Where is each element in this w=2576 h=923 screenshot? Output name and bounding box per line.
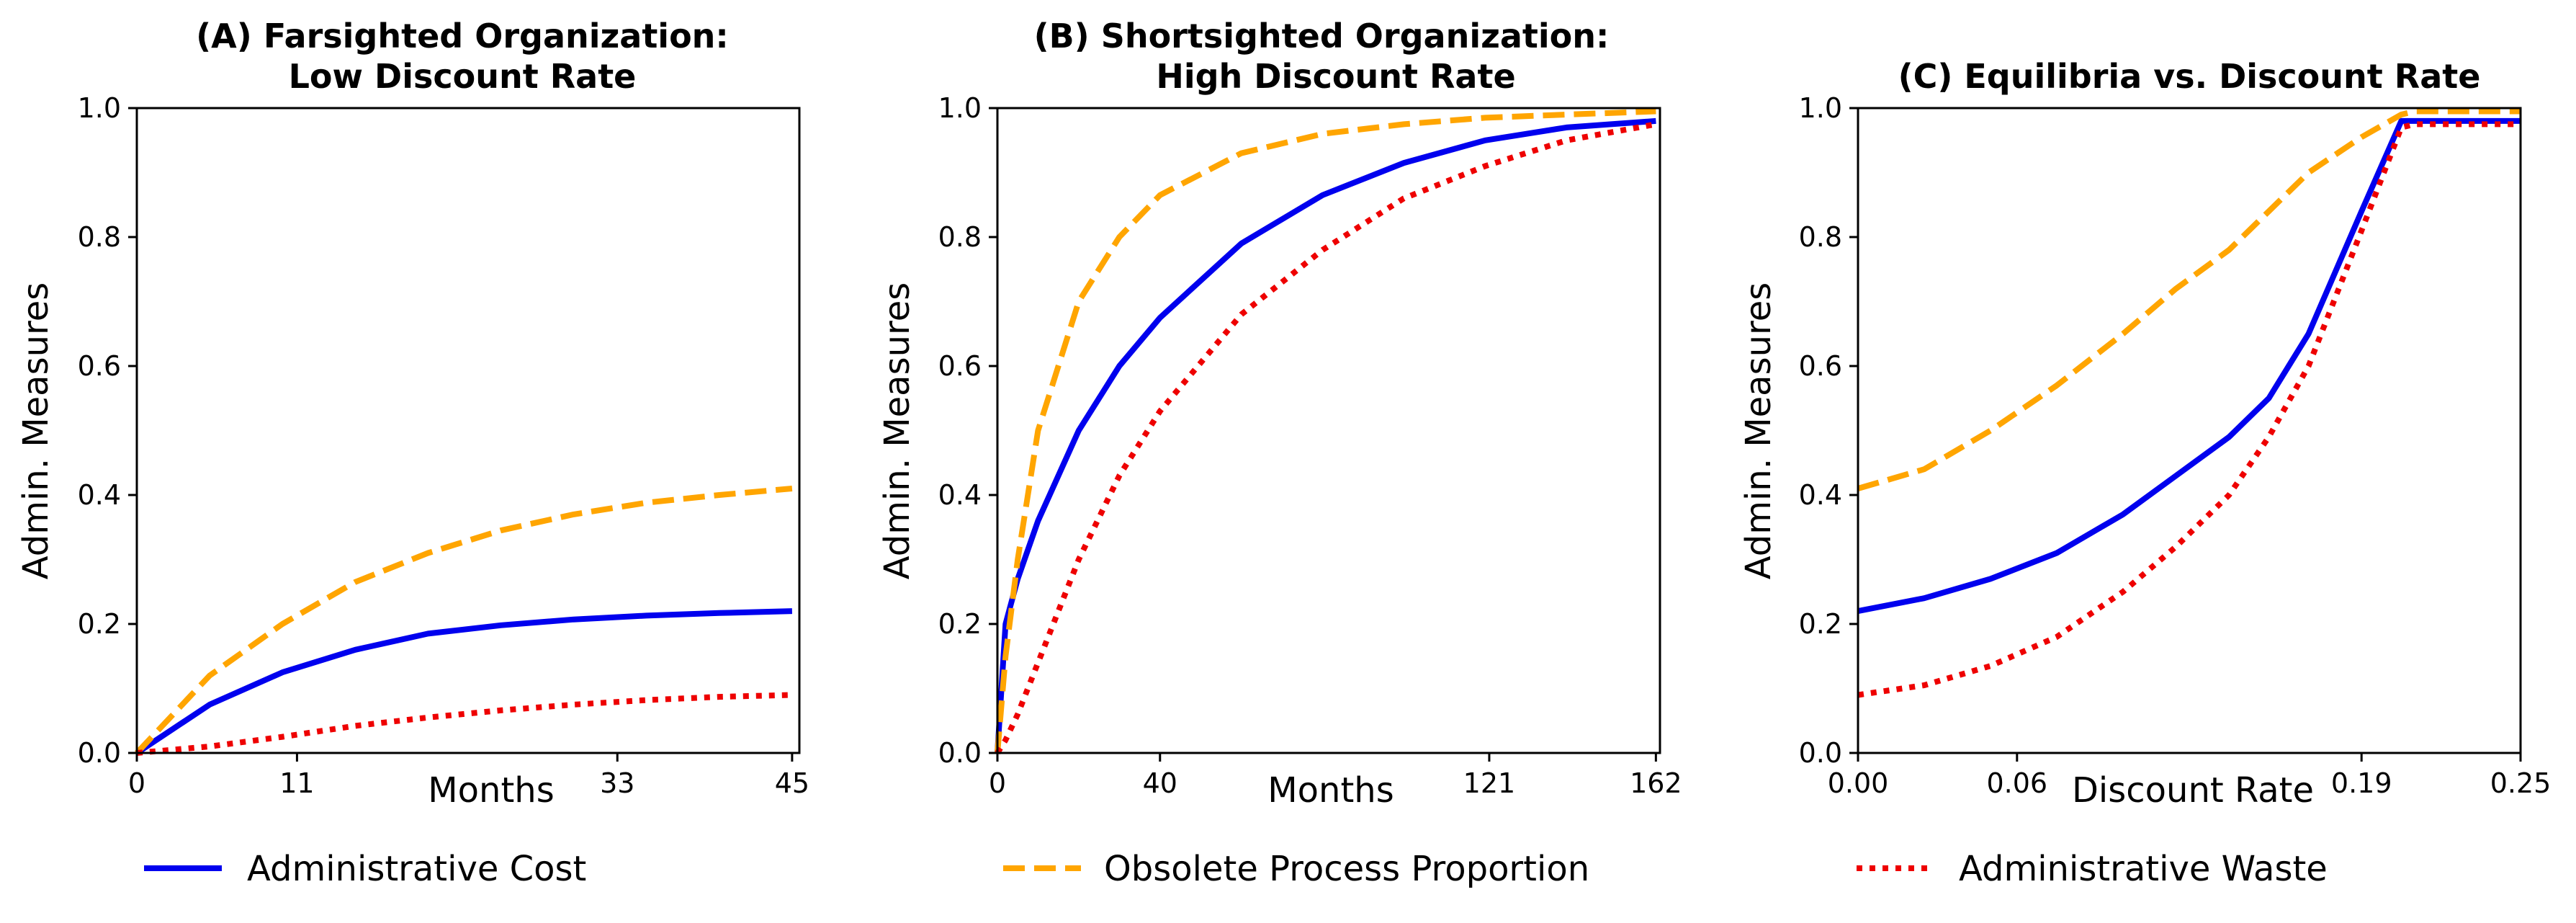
panel-a-x-axis-label: Months — [428, 770, 554, 811]
panel-b-x-tick-label: 40 — [1143, 767, 1177, 799]
panel-b-cost-line — [995, 117, 1656, 754]
panel-c-y-tick-label: 0.0 — [1799, 737, 1842, 769]
panel-c: (C) Equilibria vs. Discount Rate Discoun… — [1738, 57, 2551, 811]
panel-c-waste-line — [1857, 121, 2521, 698]
panel-c-y-tick-label: 0.2 — [1799, 608, 1842, 640]
panel-c-plot-area: 0.0 0.2 0.4 0.6 0.8 1.0 0.00 0.06 0.19 0.25 — [1799, 92, 2552, 799]
panel-b-y-tick-label: 0.4 — [938, 479, 982, 511]
legend-cost-label: Administrative Cost — [247, 849, 586, 889]
panel-c-x-tick-label: 0.00 — [1828, 767, 1889, 799]
panel-b-x-axis-label: Months — [1267, 770, 1394, 811]
legend-obsolete: Obsolete Process Proportion — [1003, 849, 1589, 889]
panel-b-y-tick-label: 0.0 — [938, 737, 982, 769]
panel-a-y-tick-label: 0.2 — [78, 608, 121, 640]
panel-a-y-axis-label: Admin. Measures — [16, 282, 56, 580]
panel-a-plot-area: 0.0 0.2 0.4 0.6 0.8 1.0 0 11 33 45 — [78, 92, 810, 799]
panel-c-y-tick-label: 0.6 — [1799, 350, 1842, 382]
panel-a-title-line2: Low Discount Rate — [289, 57, 637, 96]
panel-a-x-tick-label: 45 — [775, 767, 809, 799]
panel-c-cost-line — [1857, 117, 2521, 615]
panel-b-y-tick-label: 0.6 — [938, 350, 982, 382]
panel-c-x-tick-label: 0.19 — [2331, 767, 2392, 799]
panel-c-y-tick-label: 0.8 — [1799, 221, 1842, 253]
panel-b-y-tick-label: 1.0 — [938, 92, 982, 124]
panel-b-waste-line — [995, 121, 1657, 755]
panel-a-cost-line — [135, 608, 793, 756]
panel-c-y-tick-label: 0.4 — [1799, 479, 1842, 511]
panel-c-obsolete-line — [1857, 108, 2521, 491]
panel-a-title-line1: (A) Farsighted Organization: — [196, 17, 729, 55]
panel-c-y-tick-label: 1.0 — [1799, 92, 1842, 124]
panel-b-x-tick-label: 121 — [1463, 767, 1516, 799]
panel-c-title-line1: (C) Equilibria vs. Discount Rate — [1898, 57, 2481, 96]
panel-b-obsolete-line — [995, 108, 1656, 754]
panel-a: (A) Farsighted Organization: Low Discoun… — [16, 17, 809, 811]
panel-a-x-tick-label: 0 — [128, 767, 145, 799]
panel-b: (B) Shortsighted Organization: High Disc… — [877, 17, 1682, 811]
panel-b-y-tick-label: 0.8 — [938, 221, 982, 253]
panel-b-y-tick-label: 0.2 — [938, 608, 982, 640]
legend-waste: Administrative Waste — [1857, 849, 2328, 889]
panel-b-x-tick-label: 0 — [989, 767, 1006, 799]
legend-waste-label: Administrative Waste — [1959, 849, 2328, 889]
panel-b-axes-frame — [996, 107, 1661, 754]
legend-cost: Administrative Cost — [144, 849, 586, 889]
panel-b-title-line2: High Discount Rate — [1156, 57, 1515, 96]
panel-b-plot-area: 0.0 0.2 0.4 0.6 0.8 1.0 0 40 121 162 — [938, 92, 1682, 799]
panel-a-y-tick-label: 0.0 — [78, 737, 121, 769]
panel-a-y-tick-label: 0.4 — [78, 479, 121, 511]
panel-c-x-tick-label: 0.06 — [1986, 767, 2047, 799]
panel-c-x-axis-label: Discount Rate — [2072, 770, 2314, 811]
panel-a-y-tick-label: 0.8 — [78, 221, 121, 253]
legend-obsolete-label: Obsolete Process Proportion — [1104, 849, 1589, 889]
panel-b-y-axis-label: Admin. Measures — [877, 282, 917, 580]
panel-a-y-tick-label: 1.0 — [78, 92, 121, 124]
panel-b-title-line1: (B) Shortsighted Organization: — [1034, 17, 1610, 55]
panel-a-y-tick-label: 0.6 — [78, 350, 121, 382]
panel-b-x-tick-label: 162 — [1630, 767, 1682, 799]
panel-a-obsolete-line — [135, 486, 793, 755]
panel-c-x-tick-label: 0.25 — [2490, 767, 2552, 799]
panel-c-y-axis-label: Admin. Measures — [1738, 282, 1779, 580]
panel-a-x-tick-label: 33 — [600, 767, 634, 799]
panel-a-x-tick-label: 11 — [279, 767, 314, 799]
panel-a-waste-line — [136, 692, 793, 756]
panel-c-axes-frame — [1857, 107, 2522, 754]
panel-a-axes-frame — [135, 107, 801, 754]
